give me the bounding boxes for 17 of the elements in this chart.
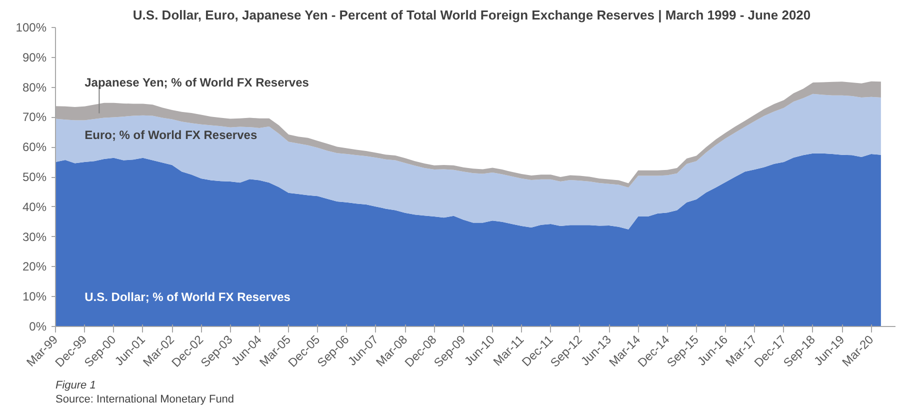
series-label: Euro; % of World FX Reserves: [84, 128, 258, 142]
y-tick-label: 30%: [22, 230, 47, 244]
y-tick-label: 50%: [22, 170, 47, 184]
chart-title: U.S. Dollar, Euro, Japanese Yen - Percent of Total World Foreign Exchange Reserves | March 1999 - June 2020: [132, 8, 811, 22]
y-tick-label: 100%: [16, 20, 47, 34]
y-tick-label: 0%: [29, 320, 47, 334]
y-tick-label: 60%: [22, 140, 47, 154]
series-label: Japanese Yen; % of World FX Reserves: [84, 76, 310, 90]
y-tick-label: 40%: [22, 200, 47, 214]
series-label: U.S. Dollar; % of World FX Reserves: [84, 290, 291, 304]
source-note: Source: International Monetary Fund: [56, 394, 234, 406]
y-tick-label: 10%: [22, 290, 47, 304]
caption: Figure 1: [56, 380, 96, 392]
y-tick-label: 80%: [22, 80, 47, 94]
y-tick-label: 20%: [22, 260, 47, 274]
y-tick-label: 90%: [22, 50, 47, 64]
y-tick-label: 70%: [22, 110, 47, 124]
